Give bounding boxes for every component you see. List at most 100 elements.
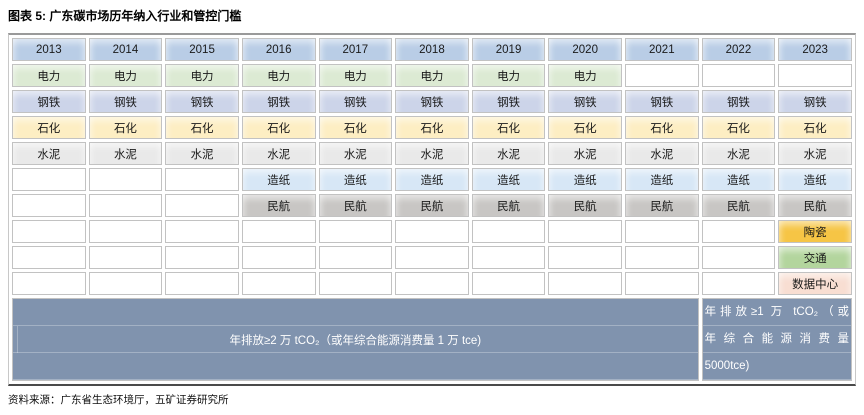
cell-shuini-2016: 水泥: [241, 142, 316, 165]
cell-gangtie-2022: 钢铁: [701, 90, 776, 113]
cell-shujuzhongxin-2023: 数据中心: [778, 272, 852, 295]
cell-taoci-2023: 陶瓷: [778, 220, 852, 243]
empty-cell-jiaotong-2018: [395, 246, 469, 269]
year-header-2016: 2016: [241, 38, 316, 61]
cell-shuini-2021: 水泥: [625, 142, 699, 165]
empty-cell-jiaotong-2020: [548, 246, 622, 269]
empty-cell-taoci-2018: [395, 220, 469, 243]
year-header-2017: 2017: [318, 38, 393, 61]
cell-shihua-2016: 石化: [241, 116, 316, 139]
empty-cell-jiaotong-2015: [165, 246, 239, 269]
empty-cell-jiaotong-2016: [241, 246, 316, 269]
empty-cell-taoci-2020: [548, 220, 622, 243]
cell-minhang-2019: 民航: [471, 194, 546, 217]
cell-zaozhi-2020: 造纸: [548, 168, 622, 191]
cell-zaozhi-2019: 造纸: [471, 168, 546, 191]
cell-gangtie-2018: 钢铁: [395, 90, 469, 113]
cell-gangtie-2020: 钢铁: [548, 90, 622, 113]
industry-row-gangtie: 钢铁 钢铁 钢铁 钢铁 钢铁 钢铁 钢铁 钢铁 钢铁 钢铁 钢铁: [12, 90, 852, 113]
figure-title: 图表 5: 广东碳市场历年纳入行业和管控门槛: [8, 9, 242, 23]
empty-cell-dianli-2023: [778, 64, 852, 87]
empty-cell-taoci-2016: [241, 220, 316, 243]
cell-dianli-2015: 电力: [165, 64, 239, 87]
industry-row-jiaotong: 交通: [12, 246, 852, 269]
cell-shihua-2019: 石化: [471, 116, 546, 139]
cell-shuini-2015: 水泥: [165, 142, 239, 165]
empty-cell-taoci-2017: [318, 220, 393, 243]
year-header-2015: 2015: [165, 38, 239, 61]
empty-cell-jiaotong-2019: [471, 246, 546, 269]
cell-jiaotong-2023: 交通: [778, 246, 852, 269]
empty-cell-zaozhi-2014: [88, 168, 163, 191]
empty-cell-minhang-2013: [12, 194, 86, 217]
threshold-text-line2: 年综合能源消费量: [704, 333, 849, 345]
cell-minhang-2022: 民航: [701, 194, 776, 217]
industry-row-minhang: 民航 民航 民航 民航 民航 民航 民航 民航: [12, 194, 852, 217]
industry-year-table: 2013 2014 2015 2016 2017 2018 2019 2020 2021 2022…: [9, 35, 855, 384]
cell-zaozhi-2018: 造纸: [395, 168, 469, 191]
cell-shuini-2018: 水泥: [395, 142, 469, 165]
empty-cell-jiaotong-2021: [625, 246, 699, 269]
cell-shuini-2017: 水泥: [318, 142, 393, 165]
cell-gangtie-2017: 钢铁: [318, 90, 393, 113]
cell-minhang-2023: 民航: [778, 194, 852, 217]
threshold-cell-2022-2023: 年排放≥1 万 tCO₂（或 年综合能源消费量 5000tce): [701, 298, 852, 381]
cell-shuini-2020: 水泥: [548, 142, 622, 165]
year-header-2023: 2023: [778, 38, 852, 61]
cell-zaozhi-2017: 造纸: [318, 168, 393, 191]
empty-cell-minhang-2014: [88, 194, 163, 217]
year-header-2019: 2019: [471, 38, 546, 61]
empty-cell-jiaotong-2014: [88, 246, 163, 269]
year-header-2022: 2022: [701, 38, 776, 61]
industry-row-shujuzhongxin: 数据中心: [12, 272, 852, 295]
empty-cell-taoci-2014: [88, 220, 163, 243]
empty-cell-zaozhi-2015: [165, 168, 239, 191]
empty-cell-taoci-2021: [625, 220, 699, 243]
cell-shihua-2021: 石化: [625, 116, 699, 139]
cell-dianli-2019: 电力: [471, 64, 546, 87]
cell-shihua-2018: 石化: [395, 116, 469, 139]
empty-cell-taoci-2013: [12, 220, 86, 243]
cell-dianli-2017: 电力: [318, 64, 393, 87]
cell-gangtie-2021: 钢铁: [625, 90, 699, 113]
empty-cell-shujuzhongxin-2017: [318, 272, 393, 295]
empty-cell-dianli-2021: [625, 64, 699, 87]
empty-cell-taoci-2019: [471, 220, 546, 243]
empty-cell-taoci-2015: [165, 220, 239, 243]
empty-cell-shujuzhongxin-2019: [471, 272, 546, 295]
empty-cell-shujuzhongxin-2013: [12, 272, 86, 295]
cell-zaozhi-2016: 造纸: [241, 168, 316, 191]
cell-gangtie-2019: 钢铁: [471, 90, 546, 113]
empty-cell-shujuzhongxin-2015: [165, 272, 239, 295]
cell-gangtie-2023: 钢铁: [778, 90, 852, 113]
year-header-2013: 2013: [12, 38, 86, 61]
year-header-2021: 2021: [625, 38, 699, 61]
empty-cell-shujuzhongxin-2016: [241, 272, 316, 295]
empty-cell-shujuzhongxin-2014: [88, 272, 163, 295]
cell-shihua-2014: 石化: [88, 116, 163, 139]
year-header-2018: 2018: [395, 38, 469, 61]
threshold-row: 年排放≥2 万 tCO₂（或年综合能源消费量 1 万 tce) 年排放≥1 万 …: [12, 298, 852, 381]
industry-row-taoci: 陶瓷: [12, 220, 852, 243]
industry-row-zaozhi: 造纸 造纸 造纸 造纸 造纸 造纸 造纸 造纸: [12, 168, 852, 191]
threshold-cell-2013-2021: 年排放≥2 万 tCO₂（或年综合能源消费量 1 万 tce): [12, 298, 699, 381]
empty-cell-shujuzhongxin-2022: [701, 272, 776, 295]
cell-shuini-2013: 水泥: [12, 142, 86, 165]
source-note: 资料来源：广东省生态环境厅，五矿证券研究所: [8, 394, 229, 406]
empty-cell-shujuzhongxin-2020: [548, 272, 622, 295]
cell-gangtie-2015: 钢铁: [165, 90, 239, 113]
cell-zaozhi-2021: 造纸: [625, 168, 699, 191]
empty-cell-taoci-2022: [701, 220, 776, 243]
cell-minhang-2016: 民航: [241, 194, 316, 217]
year-header-2014: 2014: [88, 38, 163, 61]
cell-gangtie-2016: 钢铁: [241, 90, 316, 113]
cell-shihua-2023: 石化: [778, 116, 852, 139]
cell-zaozhi-2023: 造纸: [778, 168, 852, 191]
cell-shihua-2013: 石化: [12, 116, 86, 139]
cell-shihua-2022: 石化: [701, 116, 776, 139]
year-header-2020: 2020: [548, 38, 622, 61]
cell-gangtie-2014: 钢铁: [88, 90, 163, 113]
cell-dianli-2014: 电力: [88, 64, 163, 87]
cell-dianli-2016: 电力: [241, 64, 316, 87]
